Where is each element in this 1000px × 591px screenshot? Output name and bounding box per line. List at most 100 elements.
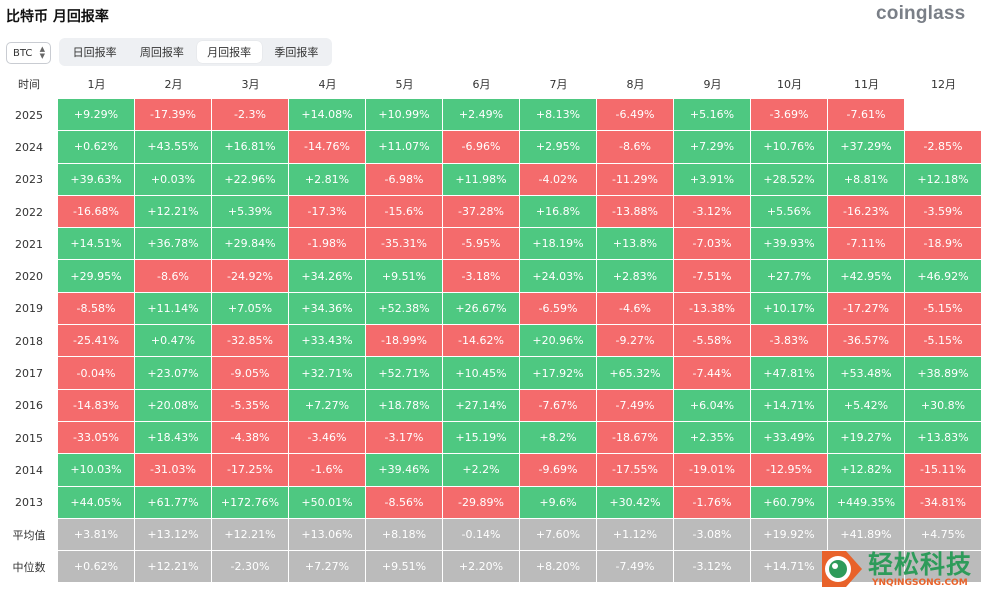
return-cell: -5.95%	[443, 228, 519, 260]
return-cell: +18.19%	[520, 228, 596, 260]
return-cell: -16.23%	[828, 195, 904, 228]
return-cell: -8.6%	[597, 131, 673, 163]
return-cell: +12.18%	[905, 163, 981, 195]
page-title: 比特币 月回报率	[6, 9, 109, 25]
stat-cell: +3.81%	[58, 518, 134, 551]
year-label: 2014	[15, 463, 43, 477]
year-label: 2019	[15, 302, 43, 316]
return-cell: -5.15%	[905, 325, 981, 357]
return-cell: -25.41%	[58, 325, 134, 357]
year-row: 2016 -14.83% +20.08% -5.35% +7.27% +18.78% +27…	[0, 389, 982, 422]
asset-select[interactable]: BTC ▲ ▼	[6, 42, 51, 64]
return-cell: -6.59%	[520, 292, 596, 325]
return-cell: -34.81%	[905, 486, 981, 518]
year-row: 2024 +0.62% +43.55% +16.81% -14.76% +11.07% -6…	[0, 131, 982, 163]
return-cell: -13.88%	[597, 195, 673, 228]
year-label: 2013	[15, 496, 43, 510]
return-cell: -18.67%	[597, 421, 673, 454]
return-cell: -31.03%	[135, 454, 211, 486]
return-cell: +2.81%	[289, 163, 365, 195]
return-cell: -11.29%	[597, 163, 673, 195]
month-header: 12月	[931, 78, 956, 91]
return-cell: +2.35%	[674, 421, 750, 454]
return-cell: -6.98%	[366, 163, 442, 195]
return-cell: +0.47%	[135, 325, 211, 357]
stat-cell: +12.21%	[135, 551, 211, 583]
return-cell: +14.71%	[751, 389, 827, 421]
year-label: 2023	[15, 173, 43, 187]
return-cell: +43.55%	[135, 131, 211, 163]
return-cell: +2.83%	[597, 260, 673, 292]
return-cell: +10.45%	[443, 357, 519, 389]
return-cell: -32.85%	[212, 325, 288, 357]
return-cell: +52.71%	[366, 357, 442, 389]
month-header: 3月	[241, 78, 260, 91]
return-cell: -7.67%	[520, 389, 596, 421]
return-cell: +19.27%	[828, 421, 904, 454]
return-cell: -2.85%	[905, 131, 981, 163]
return-cell: +26.67%	[443, 292, 519, 325]
return-cell: +20.96%	[520, 325, 596, 357]
year-row: 2023 +39.63% +0.03% +22.96% +2.81% -6.98% +11.…	[0, 163, 982, 196]
time-column-header: 时间	[18, 78, 40, 91]
stat-cell	[905, 551, 981, 583]
return-cell: -3.12%	[674, 195, 750, 228]
stat-cell: +41.89%	[828, 518, 904, 551]
return-cell: +7.27%	[289, 389, 365, 421]
stat-cell: +13.12%	[135, 518, 211, 551]
return-cell: -6.96%	[443, 131, 519, 163]
return-cell: -6.49%	[597, 99, 673, 131]
tab-monthly-return[interactable]: 月回报率	[196, 41, 262, 63]
asset-select-value: BTC	[13, 47, 33, 59]
stat-cell: +4.75%	[905, 518, 981, 551]
return-cell: +61.77%	[135, 486, 211, 518]
return-cell: +36.78%	[135, 228, 211, 260]
return-cell: -18.99%	[366, 325, 442, 357]
return-cell: -7.03%	[674, 228, 750, 260]
return-cell: +18.43%	[135, 421, 211, 454]
return-cell: +8.2%	[520, 421, 596, 454]
tab-weekly-return[interactable]: 周回报率	[139, 46, 184, 59]
return-cell: +9.51%	[366, 260, 442, 292]
return-cell: +5.39%	[212, 195, 288, 228]
watermark-logo-icon	[822, 551, 862, 587]
stat-cell: +13.06%	[289, 518, 365, 551]
return-cell: +13.8%	[597, 228, 673, 260]
year-label: 2017	[15, 367, 43, 381]
return-cell: -5.15%	[905, 292, 981, 325]
return-cell: -17.55%	[597, 454, 673, 486]
year-row: 2022 -16.68% +12.21% +5.39% -17.3% -15.6% -37.…	[0, 195, 982, 228]
return-cell: +34.26%	[289, 260, 365, 292]
return-cell: +11.07%	[366, 131, 442, 163]
year-label: 2025	[15, 108, 43, 122]
month-header: 10月	[777, 78, 802, 91]
return-cell: +9.6%	[520, 486, 596, 518]
return-cell: +47.81%	[751, 357, 827, 389]
return-cell: +23.07%	[135, 357, 211, 389]
return-cell: +18.78%	[366, 389, 442, 421]
return-cell: -3.46%	[289, 421, 365, 454]
return-cell: -8.58%	[58, 292, 134, 325]
watermark-text: 轻松科技	[868, 550, 973, 579]
return-cell: -3.18%	[443, 260, 519, 292]
return-cell: +10.03%	[58, 454, 134, 486]
stat-cell: -2.30%	[212, 551, 288, 583]
return-cell: +6.04%	[674, 389, 750, 421]
stat-cell: +12.21%	[212, 518, 288, 551]
return-cell: +2.49%	[443, 99, 519, 131]
return-cell: -17.3%	[289, 195, 365, 228]
return-cell: -14.62%	[443, 325, 519, 357]
month-header: 11月	[854, 78, 879, 91]
return-cell: +7.29%	[674, 131, 750, 163]
tab-quarterly-return[interactable]: 季回报率	[274, 46, 319, 59]
return-cell: +24.03%	[520, 260, 596, 292]
tab-daily-return[interactable]: 日回报率	[72, 46, 117, 59]
return-cell: +39.63%	[58, 163, 134, 195]
return-cell: -3.59%	[905, 195, 981, 228]
year-label: 2018	[15, 334, 43, 348]
header-row: 时间 1月 2月 3月 4月 5月 6月 7月 8月 9月 10月 11月 12月	[0, 69, 982, 99]
return-cell: -19.01%	[674, 454, 750, 486]
return-cell: +14.51%	[58, 228, 134, 260]
return-cell: -9.69%	[520, 454, 596, 486]
return-cell: -7.49%	[597, 389, 673, 421]
